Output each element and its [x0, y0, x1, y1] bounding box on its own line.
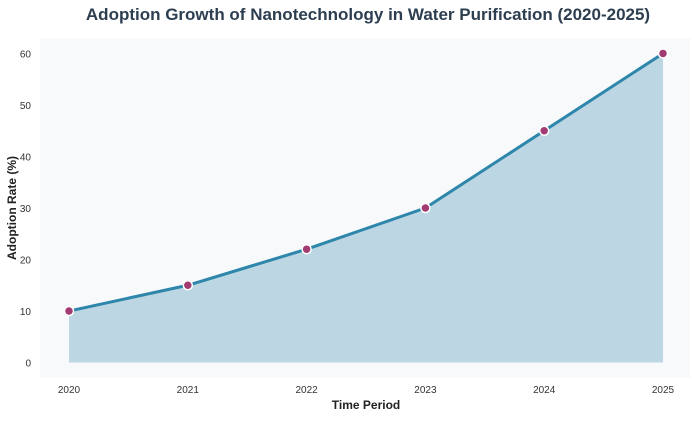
data-point-2024: [538, 125, 550, 136]
y-tick-label: 60: [20, 49, 32, 60]
series-line: [68, 52, 664, 313]
data-point-2025: [657, 48, 669, 59]
x-axis-label: Time Period: [332, 398, 400, 412]
x-tick-label: 2020: [58, 385, 81, 396]
y-tick-label: 40: [20, 152, 32, 163]
y-tick-label: 30: [20, 204, 32, 215]
data-point-2020: [63, 305, 75, 317]
x-tick-label: 2021: [177, 385, 200, 396]
chart-title: Adoption Growth of Nanotechnology in Wat…: [86, 5, 650, 24]
data-point-2022: [301, 243, 312, 255]
y-tick-label: 10: [20, 307, 32, 318]
area-fill: [69, 53, 663, 363]
y-tick-label: 0: [25, 359, 31, 370]
x-tick-label: 2024: [533, 385, 556, 396]
x-tick-label: 2025: [652, 385, 675, 396]
data-point-2023: [420, 202, 431, 214]
y-tick-label: 50: [20, 101, 32, 112]
x-tick-label: 2022: [295, 385, 318, 396]
y-axis-label: Adoption Rate (%): [5, 156, 19, 260]
y-tick-label: 20: [20, 256, 32, 267]
x-tick-label: 2023: [414, 385, 437, 396]
data-point-2021: [182, 280, 194, 291]
